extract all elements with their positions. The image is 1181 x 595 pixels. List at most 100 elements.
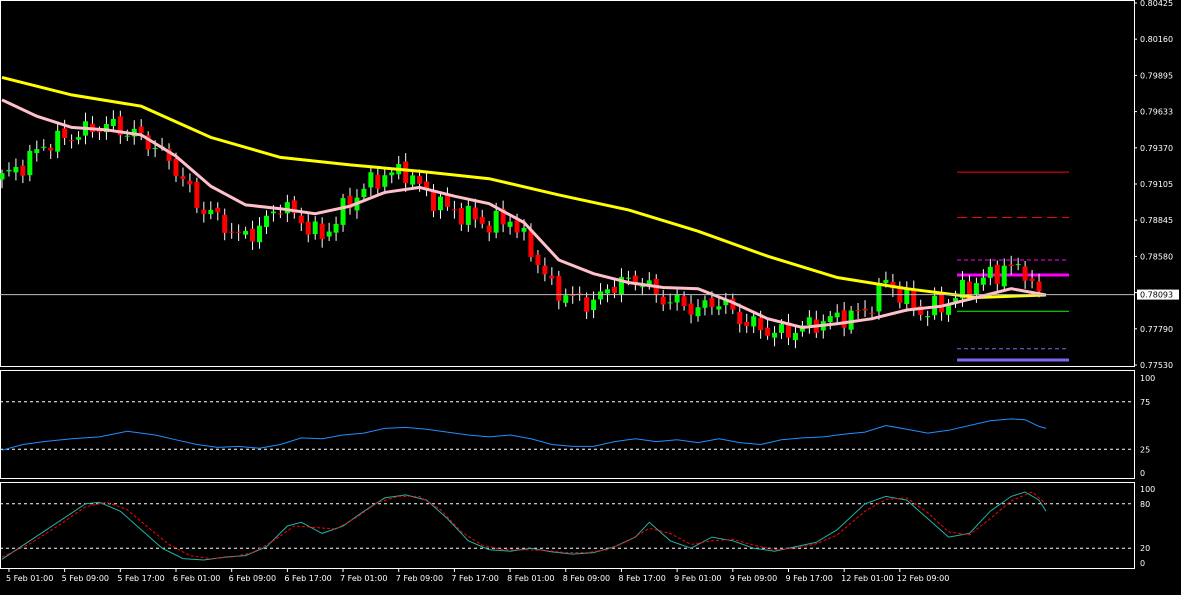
candle-body	[20, 165, 26, 176]
candle-body	[347, 195, 353, 209]
candle-body	[535, 254, 541, 265]
candle-body	[827, 316, 833, 323]
candle-body	[862, 308, 868, 311]
candlestick-bar	[723, 292, 729, 314]
candlestick-bar	[305, 213, 311, 243]
candle-body	[848, 310, 854, 330]
candlestick-bar	[76, 131, 82, 145]
time-tick-label: 7 Feb 09:00	[396, 574, 443, 583]
candle-body	[598, 291, 604, 300]
candlestick-bar	[605, 284, 611, 303]
stochastic-signal-line	[1, 491, 1047, 560]
candlestick-bar	[1008, 255, 1014, 275]
price-panel[interactable]: 0.80425 0.80160 0.79895 0.79633 0.79370 0.791…	[0, 0, 1179, 370]
candle-body	[939, 294, 945, 313]
current-price-tag	[1137, 289, 1179, 300]
candlestick-bar	[20, 159, 26, 184]
candlestick-bar	[507, 216, 513, 235]
candlestick-bar	[13, 158, 19, 181]
candle-body	[1036, 281, 1042, 292]
candlestick-bar	[472, 198, 478, 228]
candlestick-bar	[765, 319, 771, 340]
candle-body	[145, 135, 151, 150]
candlestick-bar	[145, 131, 151, 157]
candle-body	[270, 211, 276, 214]
candlestick-bar	[556, 270, 562, 310]
candlestick-bar	[48, 143, 54, 160]
candlestick-bar	[263, 210, 269, 234]
candlestick-bar	[841, 302, 847, 337]
candlestick-bar	[403, 153, 409, 192]
time-tick-label: 9 Feb 09:00	[730, 574, 777, 583]
candle-body	[994, 264, 1000, 284]
candle-body	[493, 210, 499, 233]
time-tick-label: 8 Feb 01:00	[507, 574, 554, 583]
candle-body	[883, 280, 889, 283]
candle-body	[841, 310, 847, 328]
candle-body	[277, 213, 283, 215]
candle-body	[556, 275, 562, 301]
candle-body	[605, 289, 611, 294]
stochastic-tick-label: 100	[1140, 485, 1155, 494]
candlestick-bar	[772, 326, 778, 347]
candlestick-bar	[180, 167, 186, 187]
candle-body	[1008, 264, 1014, 267]
time-tick-label: 6 Feb 09:00	[229, 574, 276, 583]
candle-body	[465, 205, 471, 225]
candle-body	[458, 208, 464, 225]
stochastic-tick-label: 80	[1140, 500, 1150, 509]
candlestick-bar	[375, 166, 381, 195]
candlestick-bar	[277, 204, 283, 219]
candle-body	[625, 277, 631, 279]
candlestick-bar	[41, 139, 47, 151]
candle-body	[695, 307, 701, 317]
candlestick-bar	[333, 216, 339, 241]
candle-body	[785, 322, 791, 338]
candlestick-bar	[618, 268, 624, 303]
candlestick-bar	[598, 283, 604, 305]
candle-body	[48, 147, 54, 151]
candlestick-bar	[0, 169, 5, 189]
candlestick-bar	[639, 277, 645, 296]
candle-body	[13, 167, 19, 173]
candlestick-bar	[549, 267, 555, 285]
candle-body	[507, 221, 513, 227]
candlestick-bar	[410, 170, 416, 190]
candle-body	[27, 150, 33, 176]
candlestick-bar	[194, 177, 200, 214]
candle-body	[765, 327, 771, 336]
candlestick-bar	[792, 324, 798, 349]
candle-body	[584, 297, 590, 312]
candlestick-bar	[486, 220, 492, 242]
rsi-tick-label: 25	[1140, 445, 1150, 454]
candlestick-bar	[667, 293, 673, 310]
candle-body	[472, 207, 478, 220]
candle-body	[201, 209, 207, 214]
candle-body	[382, 175, 388, 187]
candlestick-bar	[660, 289, 666, 312]
candle-body	[987, 266, 993, 278]
candlestick-bar	[6, 162, 12, 177]
time-tick-label: 8 Feb 09:00	[563, 574, 610, 583]
candle-body	[723, 299, 729, 306]
candlestick-bar	[103, 116, 109, 140]
candle-body	[667, 302, 673, 304]
candle-body	[646, 280, 652, 286]
candle-body	[103, 124, 109, 133]
candle-body	[479, 216, 485, 224]
time-tick-label: 9 Feb 01:00	[674, 574, 721, 583]
price-tick-label: 0.80425	[1140, 0, 1173, 8]
candlestick-bar	[319, 217, 325, 248]
candlestick-bar	[716, 297, 722, 316]
price-tick-label: 0.79633	[1140, 108, 1173, 117]
rsi-line	[1, 418, 1047, 451]
candlestick-bar	[34, 140, 40, 162]
candlestick-bar	[674, 287, 680, 311]
candlestick-bar	[166, 143, 172, 170]
time-tick-label: 9 Feb 17:00	[785, 574, 832, 583]
candle-body	[69, 140, 75, 142]
candle-body	[375, 174, 381, 189]
candle-body	[403, 161, 409, 184]
